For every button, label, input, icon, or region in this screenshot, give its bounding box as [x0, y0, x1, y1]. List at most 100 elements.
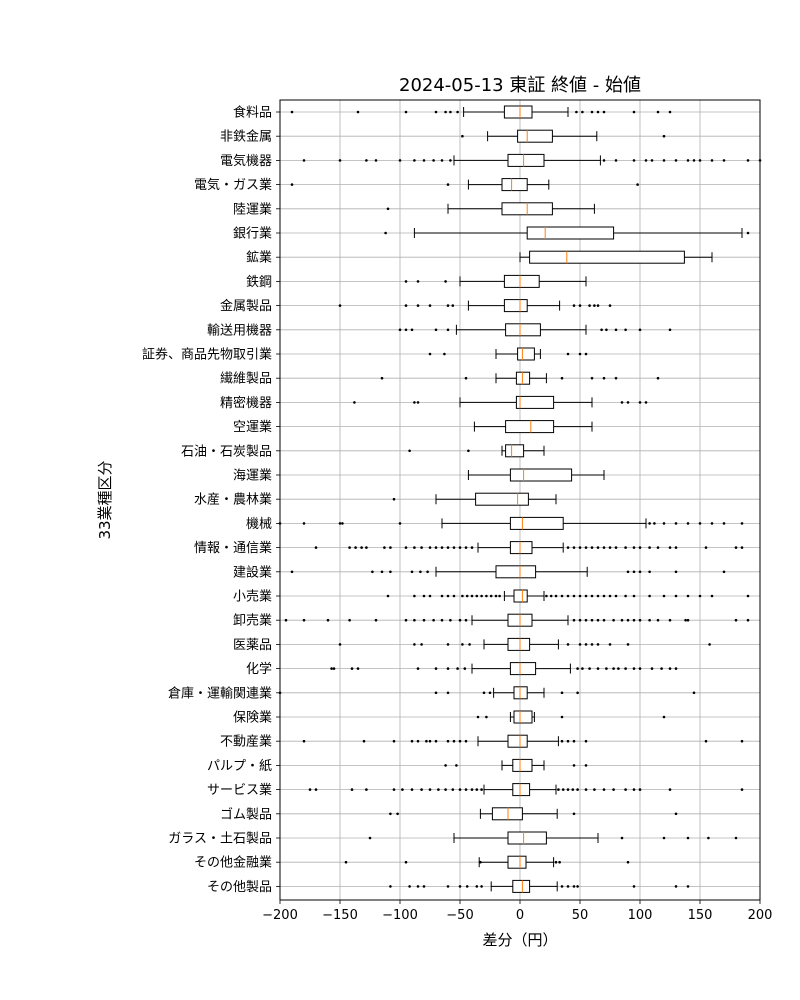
outlier-point: [605, 667, 608, 670]
plot-area: [278, 105, 762, 893]
outlier-point: [444, 110, 447, 114]
outlier-point: [468, 643, 471, 646]
outlier-point: [620, 618, 624, 622]
outlier-point: [572, 764, 576, 767]
outlier-point: [686, 618, 690, 622]
outlier-point: [648, 618, 651, 622]
outlier-point: [452, 594, 456, 598]
outlier-point: [662, 159, 666, 162]
outlier-point: [498, 594, 501, 598]
outlier-point: [416, 739, 420, 743]
outlier-point: [684, 618, 687, 622]
outlier-point: [428, 304, 432, 307]
outlier-point: [416, 667, 420, 670]
outlier-point: [624, 328, 627, 332]
outlier-point: [449, 110, 452, 114]
category-label: 倉庫・運輸関連業: [168, 685, 272, 701]
outlier-point: [588, 667, 591, 670]
outlier-point: [624, 594, 627, 598]
outlier-point: [290, 570, 294, 574]
category-label: パルプ・紙: [207, 759, 272, 774]
outlier-point: [314, 546, 318, 549]
outlier-point: [314, 788, 318, 791]
outlier-point: [410, 328, 414, 332]
outlier-point: [638, 401, 642, 404]
outlier-point: [449, 159, 452, 162]
category-label: ガラス・土石製品: [168, 832, 272, 847]
iqr-box: [501, 178, 528, 192]
outlier-point: [707, 836, 710, 840]
box-32: [344, 855, 630, 869]
outlier-point: [626, 643, 630, 646]
outlier-point: [576, 788, 579, 791]
outlier-point: [578, 352, 582, 356]
box-29: [308, 783, 744, 797]
outlier-point: [692, 159, 696, 162]
outlier-point: [575, 110, 578, 114]
outlier-point: [584, 643, 588, 646]
iqr-box: [517, 129, 553, 143]
box-26: [476, 710, 666, 724]
outlier-point: [326, 618, 330, 622]
outlier-point: [590, 594, 594, 598]
outlier-point: [440, 159, 444, 162]
outlier-point: [365, 546, 368, 549]
outlier-point: [494, 594, 498, 598]
box-21: [386, 589, 750, 603]
outlier-point: [440, 546, 444, 549]
outlier-point: [348, 546, 351, 549]
outlier-point: [380, 376, 384, 380]
outlier-point: [383, 546, 386, 549]
outlier-point: [371, 570, 374, 574]
outlier-point: [614, 376, 618, 380]
outlier-point: [416, 885, 420, 888]
outlier-point: [746, 618, 750, 622]
outlier-point: [588, 304, 591, 307]
outlier-point: [338, 643, 342, 646]
outlier-point: [644, 401, 648, 404]
outlier-point: [617, 667, 620, 670]
iqr-box: [517, 347, 535, 361]
outlier-point: [566, 546, 570, 549]
outlier-point: [602, 618, 606, 622]
outlier-point: [674, 522, 678, 525]
outlier-point: [698, 522, 702, 525]
outlier-point: [446, 594, 450, 598]
outlier-point: [362, 739, 366, 743]
outlier-point: [704, 739, 708, 743]
outlier-point: [560, 691, 564, 695]
box-23: [338, 637, 711, 651]
outlier-point: [330, 667, 333, 670]
outlier-point: [290, 110, 294, 114]
outlier-point: [444, 280, 447, 283]
outlier-point: [485, 715, 488, 719]
outlier-point: [596, 643, 600, 646]
outlier-point: [554, 860, 558, 864]
outlier-point: [626, 570, 630, 574]
outlier-point: [668, 110, 672, 114]
outlier-point: [419, 570, 422, 574]
iqr-box: [505, 420, 555, 434]
category-label: 機械: [246, 517, 272, 532]
outlier-point: [686, 836, 690, 840]
outlier-point: [465, 594, 469, 598]
outlier-point: [475, 788, 479, 791]
outlier-point: [692, 691, 696, 695]
outlier-point: [398, 328, 402, 332]
outlier-point: [428, 352, 432, 356]
outlier-point: [348, 618, 351, 622]
outlier-point: [668, 546, 672, 549]
iqr-box: [509, 662, 537, 676]
box-30: [389, 807, 678, 821]
outlier-point: [432, 618, 435, 622]
outlier-point: [440, 618, 444, 622]
box-22: [284, 613, 750, 627]
outlier-point: [458, 885, 462, 888]
outlier-point: [470, 788, 474, 791]
iqr-box: [503, 299, 528, 313]
outlier-point: [392, 788, 396, 791]
box-13: [353, 395, 648, 409]
outlier-point: [686, 522, 690, 525]
outlier-point: [746, 594, 750, 598]
